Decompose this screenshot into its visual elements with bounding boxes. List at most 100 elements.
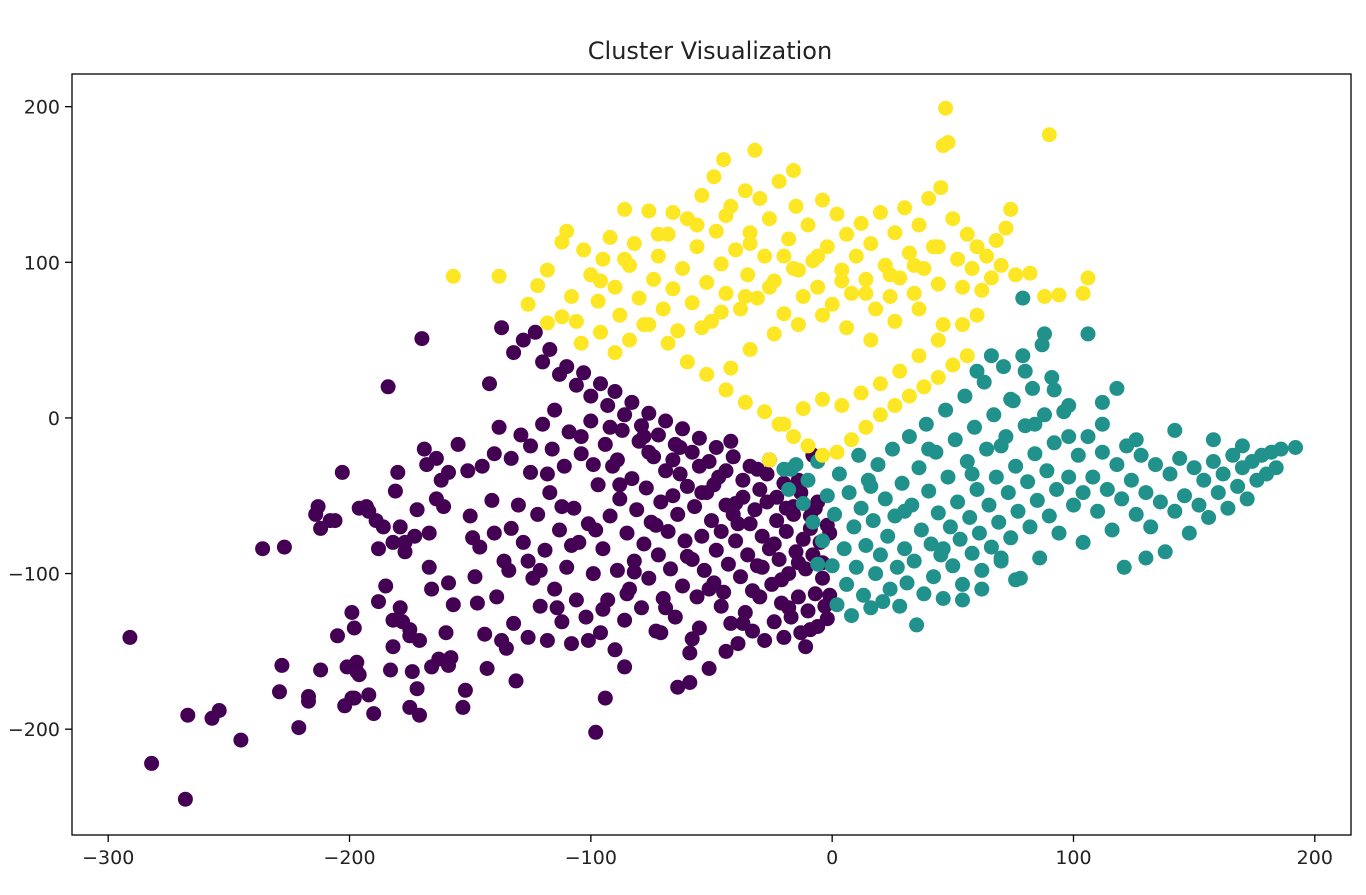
data-point xyxy=(916,379,932,395)
data-point xyxy=(1239,491,1255,507)
data-point xyxy=(1022,265,1038,281)
data-point xyxy=(971,525,987,541)
data-point xyxy=(658,600,674,616)
data-point xyxy=(658,463,674,479)
data-point xyxy=(1037,289,1052,304)
data-point xyxy=(882,289,898,304)
data-point xyxy=(856,587,871,603)
data-point xyxy=(752,191,768,206)
data-point xyxy=(841,485,857,501)
y-tick-label: 100 xyxy=(24,252,60,274)
data-point xyxy=(503,520,519,536)
x-tick-label: −300 xyxy=(82,847,134,869)
data-point xyxy=(728,533,744,549)
data-point xyxy=(761,279,777,295)
data-point xyxy=(969,363,985,379)
data-point xyxy=(781,482,797,497)
data-point xyxy=(670,506,686,522)
data-point xyxy=(593,324,608,340)
data-point xyxy=(1094,394,1110,410)
data-point xyxy=(346,620,362,636)
data-point xyxy=(754,528,770,544)
y-tick-label: 0 xyxy=(48,408,60,430)
data-point xyxy=(255,541,271,557)
data-point xyxy=(1085,469,1101,485)
data-point xyxy=(506,615,522,631)
data-point xyxy=(665,281,681,297)
data-point xyxy=(969,307,985,323)
data-point xyxy=(542,485,558,501)
data-point xyxy=(653,494,669,510)
data-point xyxy=(713,524,729,539)
data-point xyxy=(1273,441,1289,457)
data-point xyxy=(701,581,717,597)
data-point xyxy=(670,323,686,339)
data-point xyxy=(1148,457,1163,473)
data-point xyxy=(1061,429,1077,445)
data-point xyxy=(585,457,601,473)
data-point xyxy=(677,533,693,549)
data-point xyxy=(728,496,744,511)
data-point xyxy=(1128,506,1144,522)
data-point xyxy=(696,562,712,578)
data-point xyxy=(829,597,845,613)
data-point xyxy=(923,536,939,552)
data-point xyxy=(467,569,483,585)
data-point xyxy=(962,510,978,525)
data-point xyxy=(1172,450,1188,466)
data-point xyxy=(559,359,575,375)
data-point xyxy=(901,245,917,261)
data-point xyxy=(1027,446,1043,462)
data-point xyxy=(742,225,758,241)
data-point xyxy=(882,267,898,283)
data-point xyxy=(858,538,874,553)
data-point xyxy=(1138,485,1154,501)
data-point xyxy=(233,732,249,748)
data-point xyxy=(547,581,563,597)
data-point xyxy=(602,508,618,524)
data-point xyxy=(790,555,806,571)
data-point xyxy=(672,466,688,482)
x-tick-label: 200 xyxy=(1297,847,1333,869)
data-point xyxy=(665,488,681,504)
data-point xyxy=(508,673,524,689)
data-point xyxy=(706,169,722,185)
data-point xyxy=(983,270,999,286)
data-point xyxy=(795,496,811,511)
data-point xyxy=(752,482,768,497)
data-point xyxy=(942,519,958,535)
data-point xyxy=(564,636,579,652)
data-point xyxy=(380,379,396,395)
data-point xyxy=(428,450,444,466)
data-point xyxy=(1215,466,1231,482)
data-point xyxy=(646,271,662,287)
data-point xyxy=(626,236,642,252)
data-point xyxy=(537,542,553,558)
data-point xyxy=(790,589,806,605)
data-point xyxy=(761,452,777,468)
data-point xyxy=(882,581,898,597)
data-point xyxy=(351,667,367,683)
data-point xyxy=(515,534,531,550)
data-point xyxy=(1039,463,1055,479)
data-point xyxy=(728,242,744,258)
data-point xyxy=(708,223,724,239)
data-point xyxy=(1044,370,1060,385)
data-point xyxy=(805,514,821,530)
data-point xyxy=(327,513,343,529)
data-point xyxy=(749,290,765,306)
data-point xyxy=(626,553,642,569)
data-point xyxy=(725,449,741,465)
data-point xyxy=(535,354,551,370)
data-point xyxy=(913,522,929,538)
data-point xyxy=(1080,429,1096,445)
data-point xyxy=(1186,460,1202,476)
data-point xyxy=(858,285,874,301)
data-point xyxy=(718,463,734,479)
data-point xyxy=(872,205,888,220)
data-point xyxy=(745,583,760,599)
data-point xyxy=(1051,525,1067,541)
data-point xyxy=(930,239,946,255)
data-point xyxy=(737,394,753,410)
data-point xyxy=(1015,348,1031,364)
